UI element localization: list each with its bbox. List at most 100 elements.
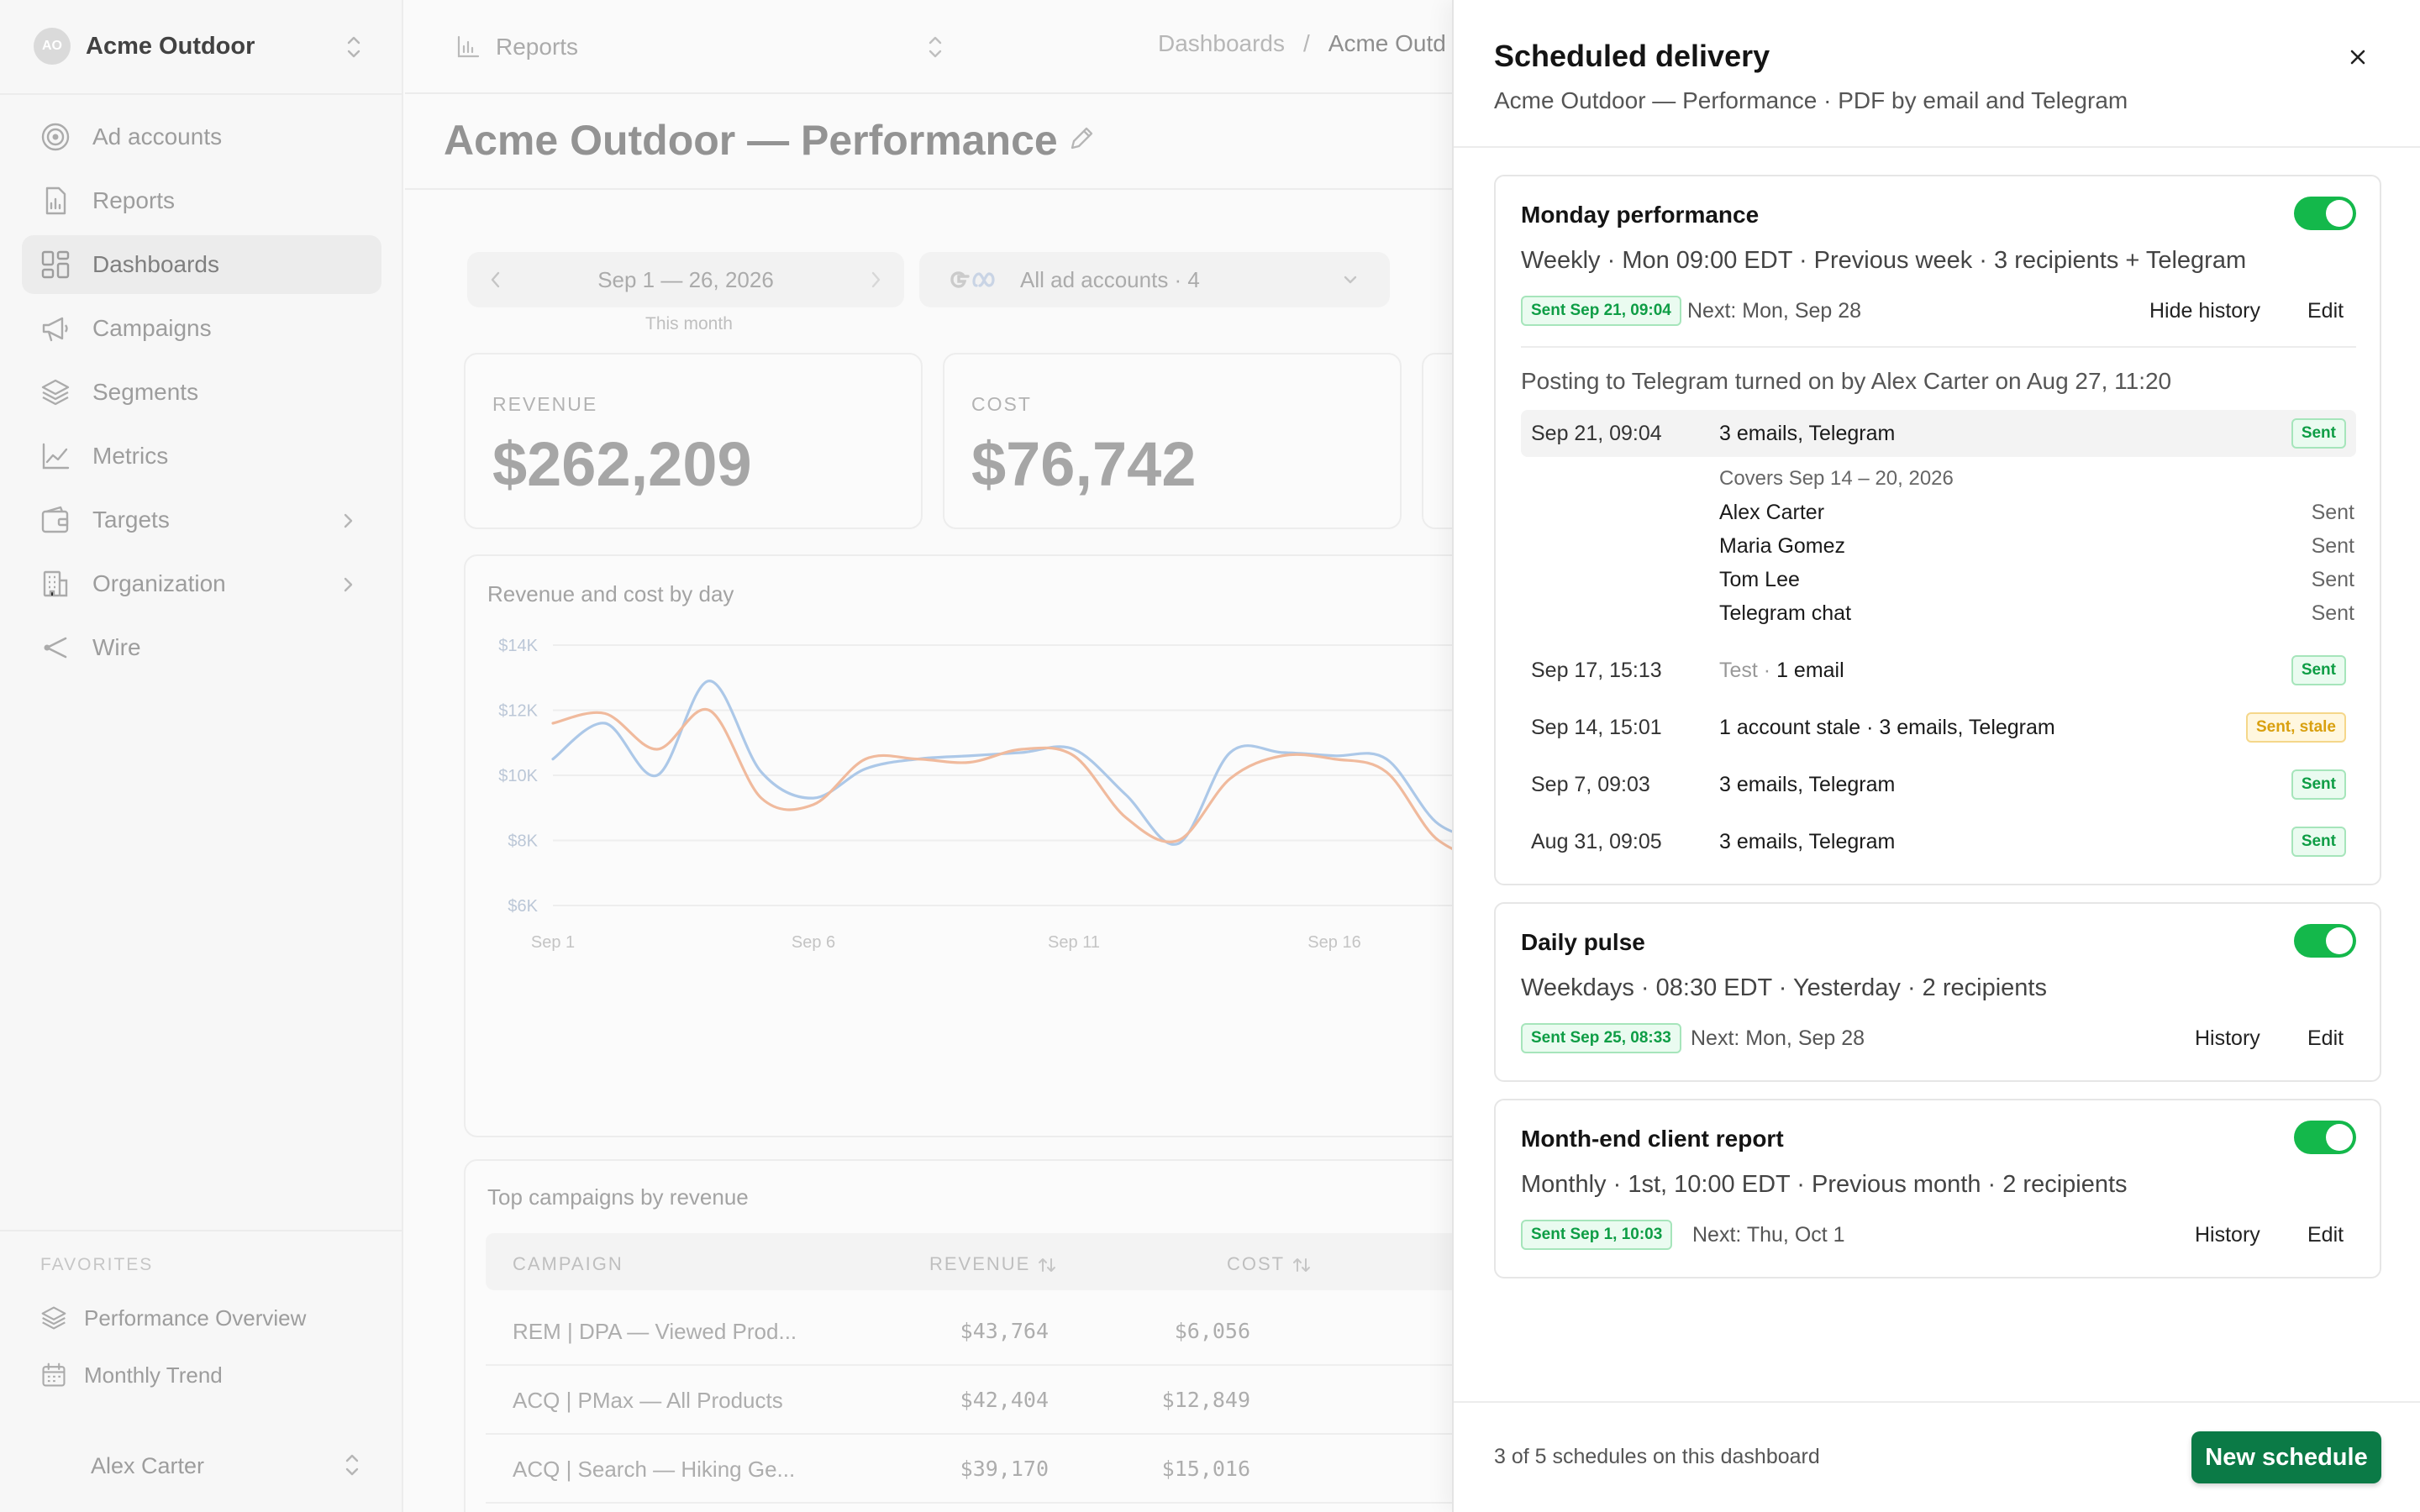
schedule-count: 3 of 5 schedules on this dashboard [1494, 1445, 1820, 1468]
ad-accounts-filter[interactable]: All ad accounts · 4 [919, 252, 1390, 307]
hide-history-button[interactable]: Hide history [2149, 299, 2260, 323]
chevron-updown-icon [345, 1454, 359, 1476]
date-range-caption: This month [645, 314, 733, 333]
sidebar: AO Acme Outdoor Ad accounts Reports Dash… [0, 0, 403, 1512]
nav-item-segments[interactable]: Segments [22, 363, 381, 422]
table-row[interactable]: ACQ | PMax — All Products $42,404 $12,84… [486, 1368, 1460, 1435]
schedule-toggle[interactable] [2294, 924, 2356, 958]
history-date: Aug 31, 09:05 [1531, 830, 1662, 853]
history-summary: 3 emails, Telegram [1719, 830, 1896, 853]
history-note: Posting to Telegram turned on by Alex Ca… [1521, 368, 2172, 394]
y-tick-label: $6K [508, 897, 538, 916]
table-title: Top campaigns by revenue [487, 1184, 749, 1210]
history-row[interactable]: Sep 17, 15:13 Test · 1 email Sent [1521, 647, 2356, 694]
column-header-campaign[interactable]: CAMPAIGN [513, 1253, 623, 1274]
history-summary-tag: Test · [1719, 659, 1771, 682]
schedule-toggle[interactable] [2294, 197, 2356, 230]
last-sent-badge: Sent Sep 1, 10:03 [1521, 1220, 1673, 1250]
kpi-card-cost: COST $76,742 [943, 353, 1402, 529]
x-tick-label: Sep 6 [792, 933, 835, 952]
favorite-performance-overview[interactable]: Performance Overview [40, 1297, 306, 1339]
status-badge: Sent [2291, 827, 2346, 857]
campaign-name: ACQ | PMax — All Products [513, 1388, 783, 1413]
schedule-toggle[interactable] [2294, 1121, 2356, 1154]
pencil-icon[interactable] [1067, 124, 1096, 153]
history-row[interactable]: Aug 31, 09:05 3 emails, Telegram Sent [1521, 818, 2356, 865]
kpi-value: $262,209 [492, 429, 752, 499]
chevron-updown-icon [347, 36, 360, 58]
favorite-monthly-trend[interactable]: Monthly Trend [40, 1354, 223, 1396]
campaign-cost: $6,056 [1174, 1319, 1250, 1343]
history-row[interactable]: Sep 21, 09:04 3 emails, Telegram Sent [1521, 410, 2356, 457]
ad-accounts-label: All ad accounts · 4 [1020, 266, 1200, 292]
nav-item-label: Reports [92, 187, 176, 213]
modal-backdrop[interactable] [0, 0, 1452, 1512]
history-button[interactable]: History [2195, 1223, 2260, 1247]
history-row[interactable]: Sep 14, 15:01 1 account stale · 3 emails… [1521, 704, 2356, 751]
report-selector[interactable]: Reports [455, 29, 942, 66]
recipient-name: Tom Lee [1719, 568, 1800, 591]
wallet-icon [41, 506, 69, 533]
nav-item-reports[interactable]: Reports [22, 171, 381, 230]
next-run: Next: Thu, Oct 1 [1692, 1223, 1845, 1247]
column-header-cost[interactable]: COST [1227, 1253, 1312, 1275]
target-icon [41, 123, 70, 151]
calendar-icon [42, 1362, 66, 1387]
nav-item-organization[interactable]: Organization [22, 554, 381, 613]
nav-item-label: Dashboards [92, 251, 219, 277]
table-row[interactable]: ACQ | Search — Hiking Ge... $39,170 $15,… [486, 1436, 1460, 1504]
date-range-label: Sep 1 — 26, 2026 [597, 266, 774, 292]
nav-item-campaigns[interactable]: Campaigns [22, 299, 381, 358]
schedule-card-daily-pulse: Daily pulse Weekdays · 08:30 EDT · Yeste… [1494, 902, 2381, 1082]
schedule-card-month-end-client-report: Month-end client report Monthly · 1st, 1… [1494, 1099, 2381, 1278]
status-badge: Sent [2291, 655, 2346, 685]
bar-chart-icon [457, 35, 480, 58]
chevron-updown-icon [929, 36, 942, 58]
history-row[interactable]: Sep 7, 09:03 3 emails, Telegram Sent [1521, 761, 2356, 808]
schedule-description: Weekly · Mon 09:00 EDT · Previous week ·… [1521, 247, 2247, 274]
column-header-revenue[interactable]: REVENUE [929, 1253, 1057, 1275]
layers-icon [41, 1306, 66, 1330]
recipient-name: Alex Carter [1719, 501, 1825, 524]
workspace-avatar: AO [34, 28, 71, 65]
chevron-right-icon[interactable] [869, 269, 882, 291]
nav-item-targets[interactable]: Targets [22, 491, 381, 549]
top-campaigns-table: Top campaigns by revenue CAMPAIGN REVENU… [464, 1159, 1472, 1512]
nav-item-metrics[interactable]: Metrics [22, 427, 381, 486]
divider [1521, 346, 2356, 348]
history-button[interactable]: History [2195, 1026, 2260, 1050]
campaign-revenue: $42,404 [960, 1388, 1049, 1412]
kpi-label: REVENUE [492, 393, 598, 415]
last-sent-badge: Sent Sep 21, 09:04 [1521, 296, 1681, 326]
nav-item-ad-accounts[interactable]: Ad accounts [22, 108, 381, 166]
edit-button[interactable]: Edit [2307, 1026, 2344, 1050]
chart-title: Revenue and cost by day [487, 581, 734, 606]
edit-button[interactable]: Edit [2307, 299, 2344, 323]
date-range-picker[interactable]: Sep 1 — 26, 2026 [467, 252, 904, 307]
nav-item-wire[interactable]: Wire [22, 618, 381, 677]
breadcrumb-dashboards[interactable]: Dashboards [1158, 30, 1285, 56]
chevron-left-icon[interactable] [489, 269, 502, 291]
history-date: Sep 7, 09:03 [1531, 773, 1650, 796]
history-date: Sep 17, 15:13 [1531, 659, 1662, 682]
nav-item-label: Targets [92, 507, 170, 533]
nav-item-dashboards[interactable]: Dashboards [22, 235, 381, 294]
column-label: COST [1227, 1253, 1285, 1274]
user-menu[interactable]: Alex Carter [49, 1445, 378, 1487]
new-schedule-button[interactable]: New schedule [2191, 1431, 2381, 1483]
workspace-switcher[interactable]: AO Acme Outdoor [34, 24, 370, 69]
close-button[interactable] [2341, 40, 2375, 74]
nav-item-label: Organization [92, 570, 226, 596]
sort-icon [1039, 1258, 1056, 1273]
workspace-name: Acme Outdoor [86, 32, 255, 60]
last-sent-badge: Sent Sep 25, 08:33 [1521, 1023, 1681, 1053]
divider [0, 93, 403, 95]
edit-button[interactable]: Edit [2307, 1223, 2344, 1247]
recipient-status: Sent [2311, 534, 2354, 558]
user-name: Alex Carter [91, 1452, 205, 1478]
table-row[interactable]: REM | DPA — Viewed Prod... $43,764 $6,05… [486, 1299, 1460, 1366]
divider [1454, 146, 2420, 148]
recipient-status: Sent [2311, 501, 2354, 524]
megaphone-icon [42, 317, 68, 342]
report-icon [45, 186, 66, 215]
